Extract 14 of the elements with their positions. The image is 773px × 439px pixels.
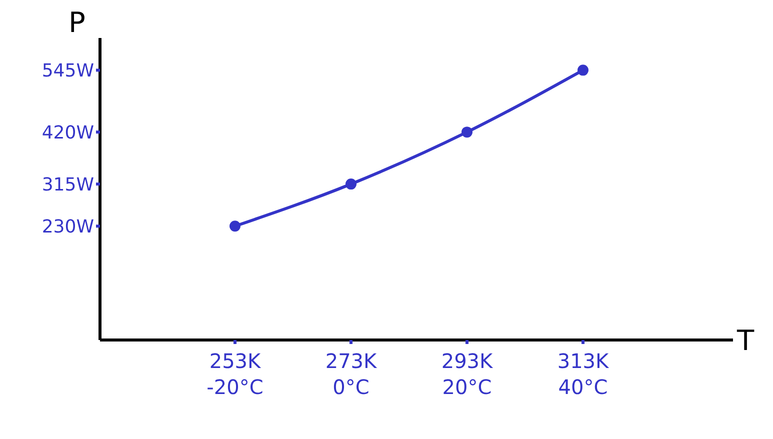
x-tick-label: 293K 20°C bbox=[441, 349, 494, 399]
y-tick-label: 230W bbox=[42, 216, 94, 238]
point bbox=[230, 220, 240, 232]
y-axis-title: P bbox=[68, 6, 86, 39]
x-tick-label: 253K -20°C bbox=[206, 349, 264, 399]
point bbox=[346, 178, 356, 190]
y-tick-label: 420W bbox=[42, 122, 94, 144]
y-tick-label: 315W bbox=[42, 174, 94, 196]
x-axis-title: T bbox=[736, 324, 755, 357]
point bbox=[578, 64, 588, 76]
point bbox=[462, 126, 472, 138]
y-tick-label: 545W bbox=[42, 60, 94, 82]
x-tick-label: 273K 0°C bbox=[325, 349, 378, 399]
x-tick-label: 313K 40°C bbox=[557, 349, 610, 399]
